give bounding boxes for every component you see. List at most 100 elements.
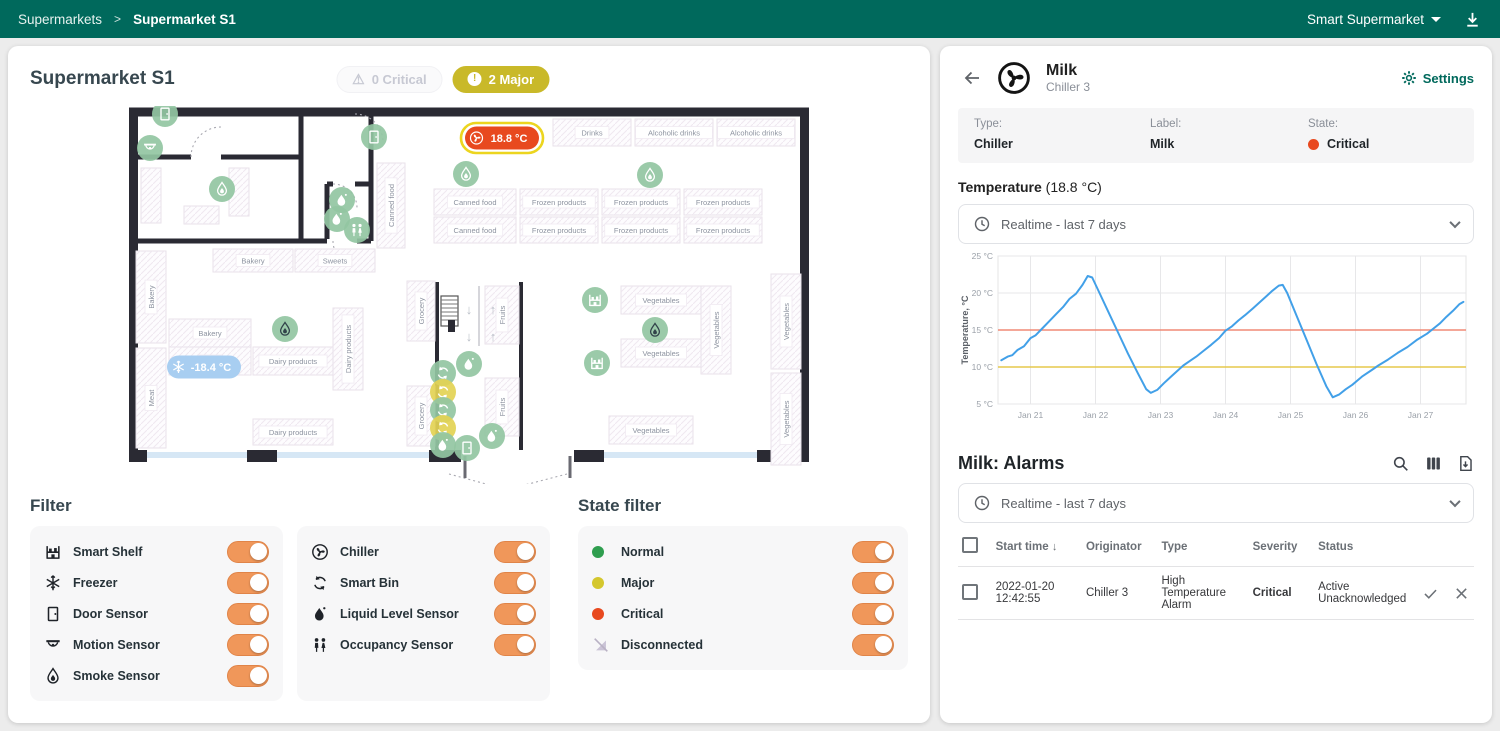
shelf: Bakery [135, 250, 167, 344]
shelf: Canned food [433, 216, 517, 244]
state-label: Critical [621, 606, 664, 621]
shelf-icon [44, 543, 62, 561]
critical-count-badge[interactable]: ⚠ 0 Critical [336, 65, 443, 93]
state-label: Disconnected [621, 637, 703, 652]
state-toggle-major[interactable] [852, 571, 894, 594]
table-row[interactable]: 2022-01-20 12:42:55 Chiller 3 High Temperat… [958, 566, 1474, 620]
filter-label: Smart Bin [340, 575, 400, 590]
filter-label: Chiller [340, 544, 379, 559]
freezer-temperature-pill[interactable]: -18.4 °C [167, 355, 241, 379]
entity-selector[interactable]: Smart Supermarket [1307, 12, 1441, 27]
motion-icon [44, 636, 62, 654]
timewindow-label: Realtime - last 7 days [1001, 216, 1126, 232]
direction-arrow: ↑ [490, 329, 497, 344]
bin-sensor-marker[interactable] [430, 379, 456, 405]
freezer-toggle[interactable] [227, 571, 269, 594]
col-originator[interactable]: Originator [1081, 527, 1158, 567]
state-toggle-normal[interactable] [852, 540, 894, 563]
bin-sensor-marker[interactable] [430, 397, 456, 423]
door-sensor-marker[interactable] [361, 124, 387, 150]
bin-sensor-marker[interactable] [430, 360, 456, 386]
download-icon[interactable] [1463, 10, 1482, 29]
arrow-left-icon [964, 71, 979, 85]
chevron-down-icon [1449, 216, 1461, 229]
col-type[interactable]: Type [1157, 527, 1249, 567]
svg-text:Dairy products: Dairy products [269, 357, 318, 366]
state-toggle-disconnected[interactable] [852, 633, 894, 656]
col-severity[interactable]: Severity [1248, 527, 1315, 567]
sort-desc-icon[interactable]: ↓ [1051, 540, 1058, 553]
smoke-toggle[interactable] [227, 664, 269, 687]
shelf: Vegetables [620, 285, 702, 315]
liquid-sensor-marker[interactable] [456, 351, 482, 377]
alarms-title: Milk: Alarms [958, 453, 1065, 473]
label-label: Label: [1150, 118, 1182, 130]
chiller-temperature-pill[interactable]: 18.8 °C [459, 121, 545, 155]
svg-text:Fruits: Fruits [498, 397, 507, 416]
major-count-label: 2 Major [488, 71, 535, 87]
shelf-toggle[interactable] [227, 540, 269, 563]
device-info-strip: Type: Chiller Label: Milk State: Critica… [958, 108, 1474, 163]
settings-label: Settings [1422, 70, 1474, 86]
liquid-sensor-marker[interactable] [324, 206, 350, 232]
svg-text:Canned food: Canned food [454, 198, 497, 207]
critical-count-label: 0 Critical [371, 71, 427, 87]
smoke-sensor-marker[interactable] [453, 161, 479, 187]
svg-text:Fruits: Fruits [498, 305, 507, 324]
motion-toggle[interactable] [227, 633, 269, 656]
svg-text:Jan 23: Jan 23 [1148, 410, 1174, 420]
shelf: Vegetables [620, 338, 702, 368]
col-start-time[interactable]: Start time [995, 540, 1049, 553]
svg-text:Frozen products: Frozen products [614, 226, 668, 235]
select-all-checkbox[interactable] [962, 537, 978, 553]
svg-text:Alcoholic drinks: Alcoholic drinks [648, 128, 700, 137]
bin-toggle[interactable] [494, 571, 536, 594]
smoke-sensor-marker[interactable] [272, 316, 298, 342]
shelf-sensor-marker[interactable] [584, 350, 610, 376]
row-checkbox[interactable] [962, 583, 978, 600]
settings-button[interactable]: Settings [1401, 70, 1474, 86]
state-label: State: [1308, 118, 1339, 130]
liquid-sensor-marker[interactable] [479, 423, 505, 449]
filter-row-smoke: Smoke Sensor [44, 660, 269, 691]
timewindow-select-temperature[interactable]: Realtime - last 7 days [958, 204, 1474, 244]
state-toggle-critical[interactable] [852, 602, 894, 625]
smoke-sensor-marker[interactable] [637, 162, 663, 188]
shelf: Dairy products [332, 307, 364, 391]
motion-sensor-marker[interactable] [137, 135, 163, 161]
acknowledge-icon[interactable] [1422, 585, 1439, 602]
shelf: Frozen products [601, 188, 681, 216]
shelf: Frozen products [683, 188, 763, 216]
occupancy-toggle[interactable] [494, 633, 536, 656]
state-label: Normal [621, 544, 665, 559]
shelf-sensor-marker[interactable] [582, 287, 608, 313]
breadcrumb-root[interactable]: Supermarkets [18, 11, 103, 27]
filter-label: Smart Shelf [73, 544, 143, 559]
state-row-normal: Normal [592, 536, 894, 567]
liquid-sensor-marker[interactable] [430, 432, 456, 458]
chiller-toggle[interactable] [494, 540, 536, 563]
col-status[interactable]: Status [1314, 527, 1411, 567]
major-count-badge[interactable]: ! 2 Major [452, 65, 550, 93]
clear-icon[interactable] [1453, 585, 1470, 602]
filter-label: Motion Sensor [73, 637, 160, 652]
columns-icon[interactable] [1425, 455, 1442, 472]
filter-row-liquid: Liquid Level Sensor [311, 598, 536, 629]
shelf: Fruits [484, 285, 520, 345]
search-icon[interactable] [1392, 455, 1410, 473]
door-sensor-marker[interactable] [152, 106, 178, 127]
state-row-disconnected: Disconnected [592, 629, 894, 660]
state-filter-title: State filter [578, 496, 662, 515]
smoke-sensor-marker[interactable] [209, 176, 235, 202]
door-sensor-marker[interactable] [454, 435, 480, 461]
door-toggle[interactable] [227, 602, 269, 625]
timewindow-select-alarms[interactable]: Realtime - last 7 days [958, 483, 1474, 523]
occupancy-sensor-marker[interactable] [344, 217, 370, 243]
alarms-table: Start time ↓ Originator Type Severity St… [958, 527, 1474, 620]
export-icon[interactable] [1457, 455, 1474, 472]
shelf: Fruits [484, 377, 520, 437]
smoke-sensor-marker[interactable] [642, 317, 668, 343]
back-button[interactable] [958, 64, 986, 92]
shelf: Alcoholic drinks [634, 118, 714, 147]
liquid-toggle[interactable] [494, 602, 536, 625]
